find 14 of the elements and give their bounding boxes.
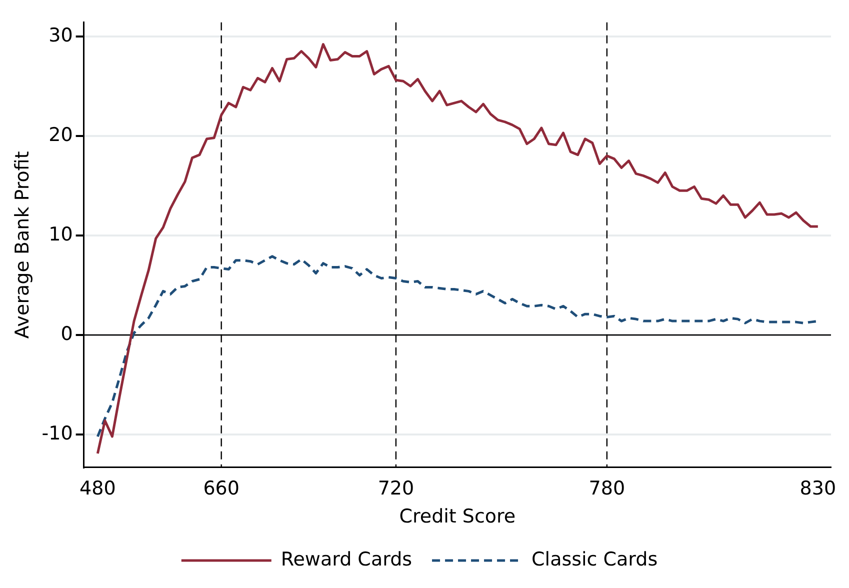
y-tick-label: 0 [60,322,73,345]
y-tick-label: 10 [48,223,73,246]
legend-label: Reward Cards [280,548,412,570]
y-tick-label: 30 [48,24,73,46]
x-tick-label: 780 [588,478,626,500]
y-axis-title: Average Bank Profit [11,151,34,339]
x-tick-label: 480 [80,478,116,500]
x-tick-label: 660 [203,478,240,500]
y-tick-label: 20 [48,124,73,146]
legend-label: Classic Cards [532,548,658,570]
y-tick-label: -10 [42,422,73,444]
x-tick-label: 830 [800,478,836,500]
x-tick-label: 720 [378,478,414,500]
x-axis-title: Credit Score [399,506,516,528]
